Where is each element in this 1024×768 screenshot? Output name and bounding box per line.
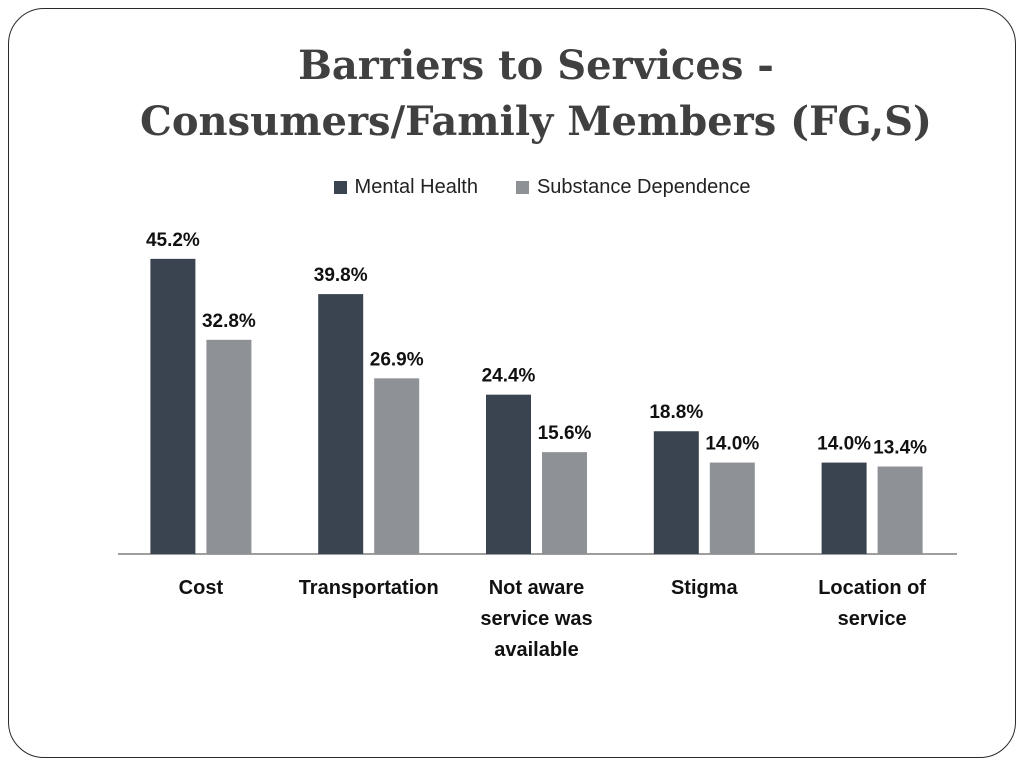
bar-mental-health-0 (150, 258, 196, 554)
bar-substance-dependence-1 (374, 378, 420, 554)
legend-label-substance-dependence: Substance Dependence (536, 176, 751, 198)
data-label-mental-health-2: 24.4% (482, 366, 536, 387)
chart-title-line1: Barriers to Services - (298, 42, 774, 89)
data-label-mental-health-4: 14.0% (817, 434, 871, 455)
data-label-substance-dependence-0: 32.8% (202, 311, 256, 332)
category-label-4-line-1: service (838, 608, 907, 630)
data-label-mental-health-1: 39.8% (314, 265, 368, 286)
category-label-4-line-0: Location of (818, 577, 926, 599)
bar-mental-health-1 (318, 294, 364, 554)
category-label-0-line-0: Cost (179, 577, 224, 599)
bar-substance-dependence-3 (709, 462, 755, 554)
category-label-2-line-2: available (494, 639, 579, 661)
bar-substance-dependence-2 (542, 452, 587, 554)
chart-legend: Mental Health Substance Dependence (0, 176, 1024, 199)
category-label-3-line-0: Stigma (671, 577, 739, 599)
bar-substance-dependence-4 (877, 466, 923, 554)
data-label-substance-dependence-1: 26.9% (370, 349, 424, 370)
data-label-substance-dependence-2: 15.6% (538, 423, 592, 444)
legend-label-mental-health: Mental Health (354, 176, 478, 198)
bar-mental-health-3 (653, 431, 699, 554)
legend-swatch-substance-dependence (515, 181, 529, 194)
bar-mental-health-4 (821, 462, 867, 554)
bar-substance-dependence-0 (206, 339, 252, 554)
data-label-substance-dependence-4: 13.4% (873, 437, 927, 458)
legend-swatch-mental-health (333, 181, 347, 194)
legend-item-mental-health: Mental Health (333, 176, 478, 199)
category-label-2-line-0: Not aware (489, 577, 585, 599)
category-label-2-line-1: service was (480, 608, 592, 630)
data-label-mental-health-0: 45.2% (146, 230, 200, 251)
chart-title-line2: Consumers/Family Members (FG,S) (140, 98, 932, 145)
chart-title: Barriers to Services - Consumers/Family … (40, 38, 1024, 150)
legend-item-substance-dependence: Substance Dependence (515, 176, 751, 199)
bar-mental-health-2 (486, 394, 531, 554)
category-label-1-line-0: Transportation (299, 577, 439, 599)
data-label-mental-health-3: 18.8% (649, 402, 703, 423)
data-label-substance-dependence-3: 14.0% (705, 434, 759, 455)
